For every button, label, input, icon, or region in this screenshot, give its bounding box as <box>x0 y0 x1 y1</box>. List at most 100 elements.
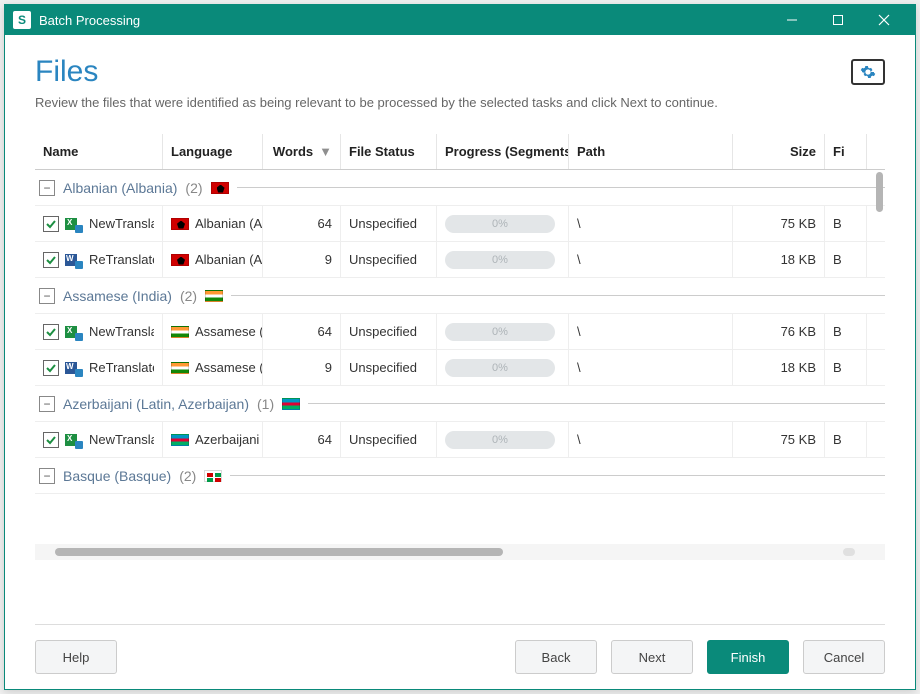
window-title: Batch Processing <box>39 13 769 28</box>
path-cell: \ <box>569 242 733 277</box>
titlebar: S Batch Processing <box>5 5 915 35</box>
progress-bar: 0% <box>445 251 555 269</box>
fi-cell: B <box>825 314 867 349</box>
group-name: Assamese (India) <box>63 288 172 304</box>
group-row: −Assamese (India) (2) <box>35 278 885 314</box>
vertical-scrollbar-thumb[interactable] <box>876 172 883 212</box>
row-checkbox[interactable] <box>43 216 59 232</box>
status-cell: Unspecified <box>341 350 437 385</box>
file-name: NewTranslat <box>89 432 154 447</box>
group-name: Basque (Basque) <box>63 468 171 484</box>
group-row: −Albanian (Albania)(2) <box>35 170 885 206</box>
row-checkbox[interactable] <box>43 252 59 268</box>
table-row[interactable]: ReTranslate_Assamese (9Unspecified0%\18 … <box>35 350 885 386</box>
table-row[interactable]: ReTranslate_ Albanian (A9Unspecified 0% \18… <box>35 242 885 278</box>
flag-icon <box>204 470 222 482</box>
content-area: Files Review the files that were identif… <box>5 35 915 625</box>
language-text: Albanian (A <box>195 252 262 267</box>
horizontal-scrollbar-thumb[interactable] <box>55 548 503 556</box>
size-cell: 75 KB <box>733 206 825 241</box>
collapse-icon[interactable]: − <box>39 396 55 412</box>
group-count: (2) <box>180 288 197 304</box>
table-row[interactable]: NewTranslatAlbanian (A64Unspecified0%\75… <box>35 206 885 242</box>
collapse-icon[interactable]: − <box>39 180 55 196</box>
file-icon <box>65 431 83 449</box>
row-checkbox[interactable] <box>43 360 59 376</box>
size-cell: 75 KB <box>733 422 825 457</box>
flag-icon <box>171 254 189 266</box>
words-cell: 64 <box>263 206 341 241</box>
status-cell: Unspecified <box>341 206 437 241</box>
help-button[interactable]: Help <box>35 640 117 674</box>
col-words[interactable]: Words▼ <box>263 134 341 169</box>
size-cell: 18 KB <box>733 350 825 385</box>
flag-icon <box>171 326 189 338</box>
status-cell: Unspecified <box>341 422 437 457</box>
table-header: Name Language Words▼ File Status Progres… <box>35 134 885 170</box>
file-icon <box>65 215 83 233</box>
col-fi[interactable]: Fi <box>825 134 867 169</box>
footer: Help Back Next Finish Cancel <box>5 625 915 689</box>
progress-bar: 0% <box>445 431 555 449</box>
progress-bar: 0% <box>445 359 555 377</box>
file-icon <box>65 323 83 341</box>
collapse-icon[interactable]: − <box>39 288 55 304</box>
language-text: Assamese ( <box>195 324 263 339</box>
size-cell: 76 KB <box>733 314 825 349</box>
row-checkbox[interactable] <box>43 432 59 448</box>
file-icon <box>65 359 83 377</box>
file-name: NewTranslat <box>89 216 154 231</box>
cancel-button[interactable]: Cancel <box>803 640 885 674</box>
path-cell: \ <box>569 314 733 349</box>
path-cell: \ <box>569 422 733 457</box>
path-cell: \ <box>569 350 733 385</box>
close-button[interactable] <box>861 5 907 35</box>
language-text: Assamese ( <box>195 360 263 375</box>
table-row[interactable]: NewTranslatAssamese (64Unspecified0%\76 … <box>35 314 885 350</box>
col-file-status[interactable]: File Status <box>341 134 437 169</box>
settings-button[interactable] <box>851 59 885 85</box>
sort-desc-icon: ▼ <box>319 144 332 159</box>
table-row[interactable]: NewTranslatAzerbaijani64Unspecified0%\75… <box>35 422 885 458</box>
group-count: (2) <box>179 468 196 484</box>
page-subtitle: Review the files that were identified as… <box>35 95 718 110</box>
words-cell: 9 <box>263 350 341 385</box>
table-body[interactable]: −Albanian (Albania)(2) NewTranslat Albania… <box>35 170 885 542</box>
app-icon: S <box>13 11 31 29</box>
group-name: Azerbaijani (Latin, Azerbaijan) <box>63 396 249 412</box>
flag-icon <box>171 218 189 230</box>
fi-cell: B <box>825 422 867 457</box>
maximize-button[interactable] <box>815 5 861 35</box>
progress-bar: 0% <box>445 215 555 233</box>
collapse-icon[interactable]: − <box>39 468 55 484</box>
batch-processing-window: S Batch Processing Files Review the file… <box>4 4 916 690</box>
horizontal-scrollbar[interactable] <box>35 544 885 560</box>
group-row: −Azerbaijani (Latin, Azerbaijan) (1) <box>35 386 885 422</box>
fi-cell: B <box>825 206 867 241</box>
minimize-button[interactable] <box>769 5 815 35</box>
flag-icon <box>205 290 223 302</box>
flag-icon <box>171 434 189 446</box>
size-cell: 18 KB <box>733 242 825 277</box>
words-cell: 9 <box>263 242 341 277</box>
next-button[interactable]: Next <box>611 640 693 674</box>
col-size[interactable]: Size <box>733 134 825 169</box>
language-text: Azerbaijani <box>195 432 259 447</box>
file-name: ReTranslate_ <box>89 252 154 267</box>
finish-button[interactable]: Finish <box>707 640 789 674</box>
status-cell: Unspecified <box>341 314 437 349</box>
col-language[interactable]: Language <box>163 134 263 169</box>
fi-cell: B <box>825 350 867 385</box>
row-checkbox[interactable] <box>43 324 59 340</box>
back-button[interactable]: Back <box>515 640 597 674</box>
flag-icon <box>211 182 229 194</box>
group-count: (1) <box>257 396 274 412</box>
words-cell: 64 <box>263 314 341 349</box>
fi-cell: B <box>825 242 867 277</box>
status-cell: Unspecified <box>341 242 437 277</box>
path-cell: \ <box>569 206 733 241</box>
col-path[interactable]: Path <box>569 134 733 169</box>
file-icon <box>65 251 83 269</box>
col-progress[interactable]: Progress (Segments) <box>437 134 569 169</box>
col-name[interactable]: Name <box>35 134 163 169</box>
